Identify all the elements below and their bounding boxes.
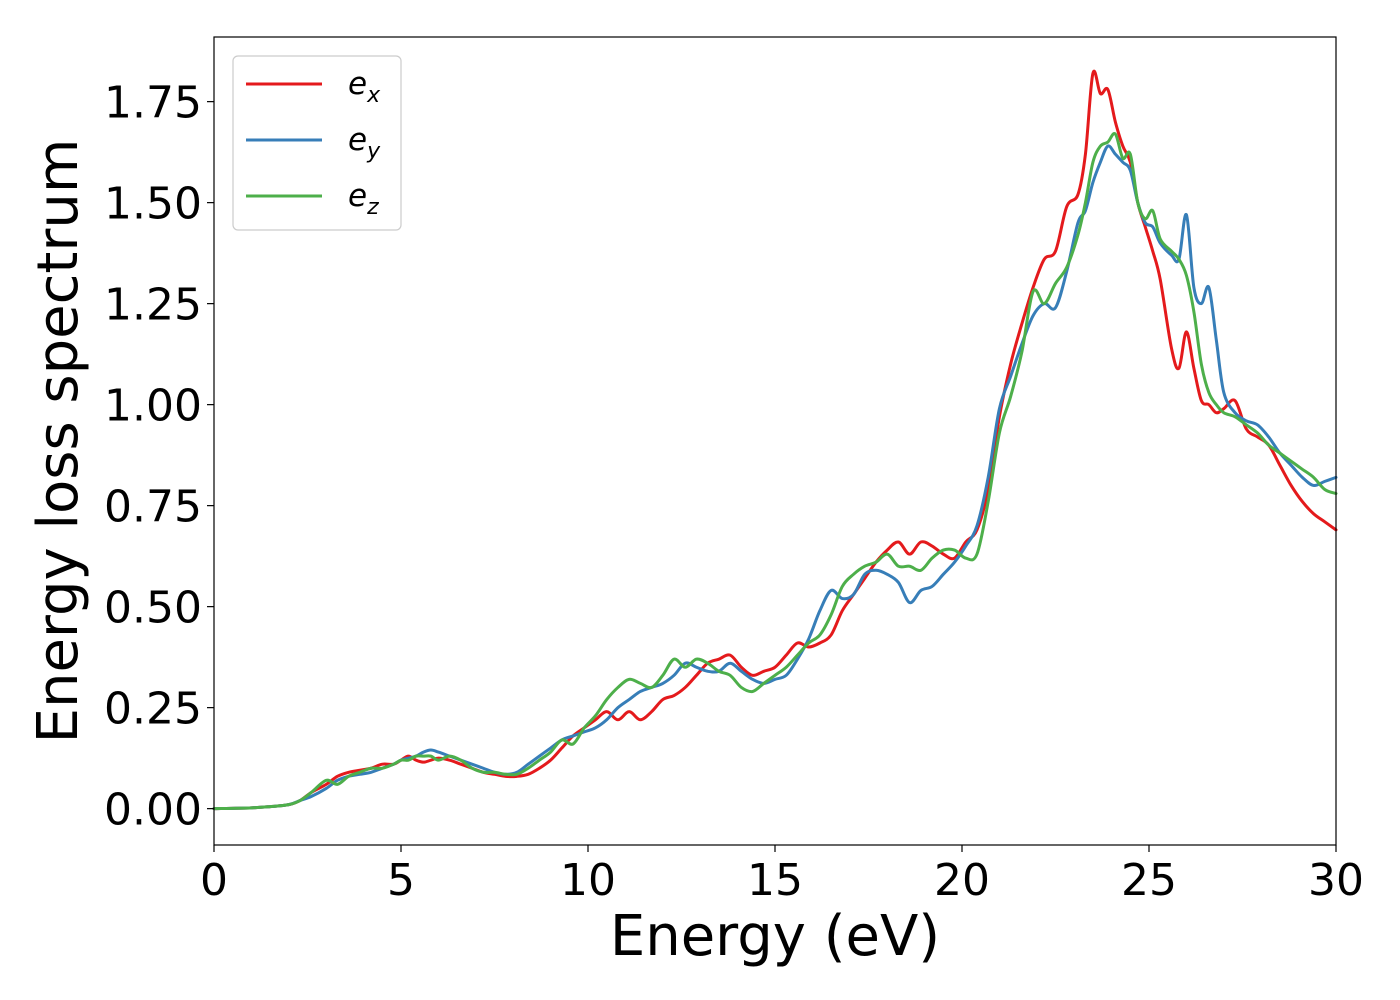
- x-tick-label: 20: [934, 855, 990, 906]
- y-axis-ticks: 0.00 0.25 0.50 0.75 1.00 1.25 1.50 1.75: [104, 78, 214, 836]
- y-tick-label: 0.50: [104, 583, 202, 634]
- x-tick-label: 30: [1308, 855, 1364, 906]
- x-axis-title: Energy (eV): [610, 904, 940, 969]
- x-tick-label: 0: [200, 855, 228, 906]
- legend-box: [232, 55, 402, 231]
- y-tick-label: 1.25: [104, 280, 202, 331]
- y-tick-label: 0.00: [104, 785, 202, 836]
- series-line-y: [212, 144, 1338, 811]
- x-tick-label: 15: [747, 855, 803, 906]
- y-tick-label: 1.00: [104, 381, 202, 432]
- x-axis-ticks: 0 5 10 15 20 25 30: [200, 845, 1364, 906]
- y-tick-label: 0.75: [104, 482, 202, 533]
- y-axis-title: Energy loss spectrum: [26, 139, 91, 744]
- series-line-z: [212, 131, 1338, 811]
- x-tick-label: 10: [560, 855, 616, 906]
- y-tick-label: 0.25: [104, 684, 202, 735]
- legend-label-y: ey: [348, 122, 381, 164]
- x-tick-label: 5: [387, 855, 415, 906]
- y-tick-label: 1.75: [104, 78, 202, 129]
- series-layer: [212, 69, 1338, 811]
- x-tick-label: 25: [1121, 855, 1177, 906]
- y-tick-label: 1.50: [104, 179, 202, 230]
